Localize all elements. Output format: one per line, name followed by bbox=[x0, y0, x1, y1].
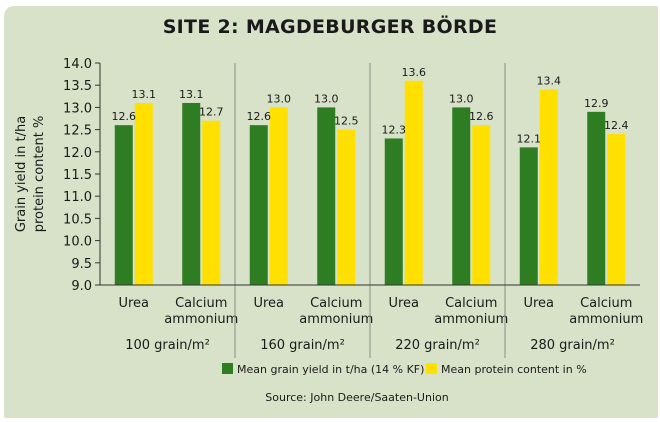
category-label: Urea bbox=[388, 296, 419, 311]
data-label-protein-content: 12.4 bbox=[604, 119, 629, 132]
bar-grain-yield bbox=[317, 107, 336, 286]
y-tick-label: 9.5 bbox=[71, 257, 92, 272]
y-tick-label: 13.0 bbox=[63, 101, 92, 116]
data-label-protein-content: 12.7 bbox=[199, 106, 224, 119]
data-label-grain-yield: 12.6 bbox=[247, 110, 272, 123]
y-tick-label: 11.0 bbox=[63, 190, 92, 205]
category-label: Urea bbox=[253, 296, 284, 311]
data-label-protein-content: 12.6 bbox=[469, 110, 494, 123]
data-label-protein-content: 13.1 bbox=[132, 88, 157, 101]
bar-protein-content bbox=[202, 120, 221, 285]
bar-protein-content bbox=[607, 134, 626, 285]
data-label-grain-yield: 12.3 bbox=[382, 123, 407, 136]
category-label: Calcium bbox=[445, 296, 497, 311]
y-axis-label-line-2: protein content % bbox=[32, 116, 47, 233]
group-label: 220 grain/m² bbox=[395, 338, 480, 353]
bar-grain-yield bbox=[182, 102, 201, 286]
y-tick-label: 11.5 bbox=[63, 168, 92, 183]
chart-title: SITE 2: MAGDEBURGER BÖRDE bbox=[162, 16, 498, 38]
category-label: Calcium bbox=[580, 296, 632, 311]
bar-protein-content bbox=[472, 125, 491, 285]
bar-grain-yield bbox=[452, 107, 471, 286]
data-label-protein-content: 13.6 bbox=[402, 66, 427, 79]
data-label-grain-yield: 13.1 bbox=[179, 88, 204, 101]
y-tick-label: 10.5 bbox=[63, 212, 92, 227]
bar-grain-yield bbox=[249, 125, 268, 285]
y-tick-label: 12.0 bbox=[63, 146, 92, 161]
data-label-grain-yield: 12.1 bbox=[517, 132, 542, 145]
category-label: Calcium bbox=[310, 296, 362, 311]
data-label-grain-yield: 13.0 bbox=[449, 92, 474, 105]
bar-grain-yield bbox=[519, 147, 538, 285]
data-label-grain-yield: 13.0 bbox=[314, 92, 339, 105]
legend-label-protein-content: Mean protein content in % bbox=[441, 363, 587, 376]
group-label: 280 grain/m² bbox=[530, 338, 615, 353]
y-axis-label-line-1: Grain yield in t/ha bbox=[14, 116, 29, 232]
category-label: Urea bbox=[523, 296, 554, 311]
data-label-protein-content: 12.5 bbox=[334, 115, 359, 128]
legend-swatch-protein-content bbox=[426, 363, 437, 374]
y-tick-label: 10.0 bbox=[63, 235, 92, 250]
source-note: Source: John Deere/Saaten-Union bbox=[265, 391, 448, 404]
data-label-grain-yield: 12.6 bbox=[112, 110, 137, 123]
bar-protein-content bbox=[269, 107, 288, 286]
legend-swatch-grain-yield bbox=[222, 363, 233, 374]
legend-label-grain-yield: Mean grain yield in t/ha (14 % KF) bbox=[237, 363, 424, 376]
y-tick-label: 9.0 bbox=[71, 279, 92, 294]
bar-protein-content bbox=[337, 129, 356, 285]
group-label: 100 grain/m² bbox=[125, 338, 210, 353]
data-label-protein-content: 13.0 bbox=[267, 92, 292, 105]
category-label: ammonium bbox=[164, 312, 238, 327]
bar-protein-content bbox=[134, 102, 153, 286]
bar-grain-yield bbox=[114, 125, 133, 285]
y-tick-label: 12.5 bbox=[63, 124, 92, 139]
category-label: ammonium bbox=[434, 312, 508, 327]
data-label-grain-yield: 12.9 bbox=[584, 97, 609, 110]
bar-protein-content bbox=[404, 80, 423, 285]
category-label: Urea bbox=[118, 296, 149, 311]
bar-protein-content bbox=[539, 89, 558, 285]
y-tick-label: 13.5 bbox=[63, 79, 92, 94]
bar-grain-yield bbox=[587, 111, 606, 285]
category-label: ammonium bbox=[299, 312, 373, 327]
category-label: ammonium bbox=[569, 312, 643, 327]
data-label-protein-content: 13.4 bbox=[537, 75, 562, 88]
group-label: 160 grain/m² bbox=[260, 338, 345, 353]
y-tick-label: 14.0 bbox=[63, 57, 92, 72]
bar-grain-yield bbox=[384, 138, 403, 285]
category-label: Calcium bbox=[175, 296, 227, 311]
